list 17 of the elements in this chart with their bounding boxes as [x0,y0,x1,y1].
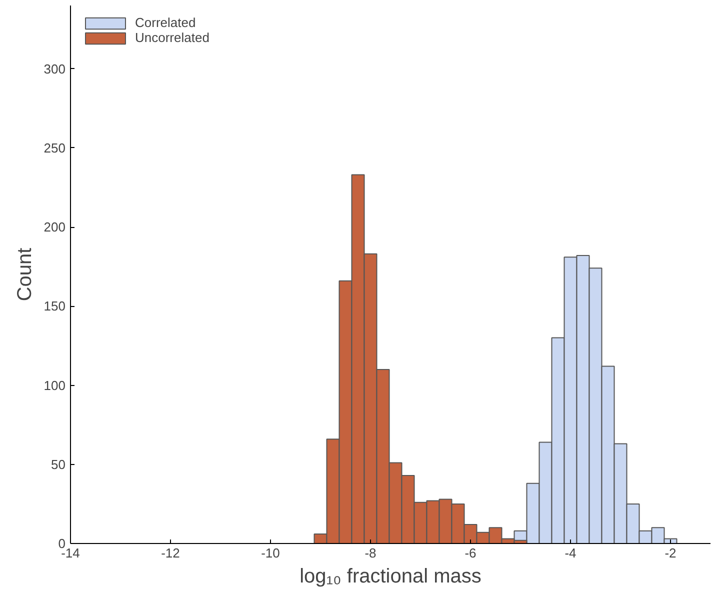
x-tick-label: -8 [364,546,376,560]
y-tick-label: 150 [44,298,66,314]
y-axis-title: Count [14,247,36,302]
y-tick-label: 0 [58,536,66,551]
x-tick-label: -12 [161,546,180,560]
y-tick-label: 300 [44,61,66,76]
legend-label: Correlated [135,15,196,30]
y-tick-label: 100 [44,378,66,393]
x-tick-label: -4 [564,546,576,560]
legend-label: Uncorrelated [135,30,210,45]
x-tick-label: -6 [464,546,476,560]
y-tick-label: 200 [44,220,66,235]
x-tick-label: -2 [664,546,676,560]
x-tick-label: -10 [261,546,280,560]
y-tick-label: 50 [51,456,66,472]
y-tick-label: 250 [44,140,66,156]
x-axis-title: log₁₀ fractional mass [300,566,482,588]
